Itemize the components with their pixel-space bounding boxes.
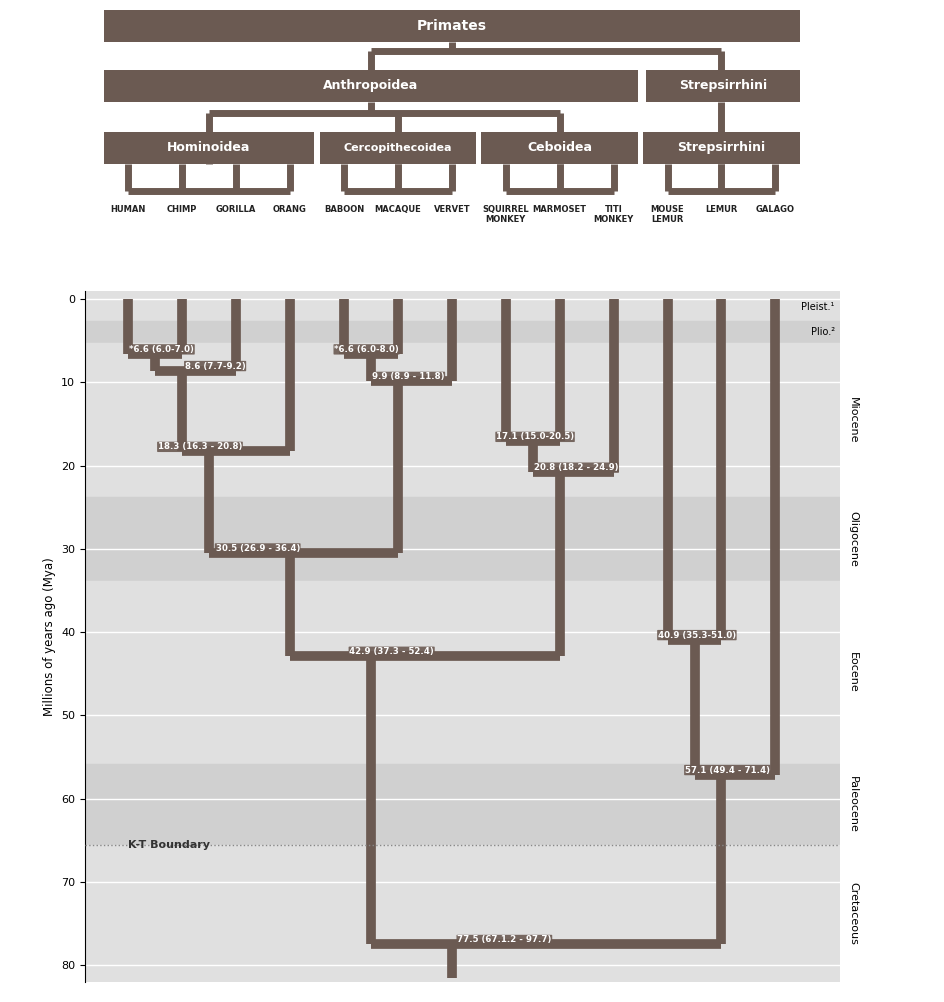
Text: MARMOSET: MARMOSET xyxy=(532,204,586,213)
Text: TITI
MONKEY: TITI MONKEY xyxy=(594,204,633,224)
Text: Anthropoidea: Anthropoidea xyxy=(323,79,418,92)
FancyBboxPatch shape xyxy=(104,10,800,42)
Text: 77.5 (67.1.2 - 97.7): 77.5 (67.1.2 - 97.7) xyxy=(457,936,551,945)
Bar xyxy=(85,845,840,982)
Text: Plio.²: Plio.² xyxy=(811,328,834,338)
Text: Hominoidea: Hominoidea xyxy=(167,141,251,154)
Text: Paleocene: Paleocene xyxy=(849,776,858,833)
Text: GORILLA: GORILLA xyxy=(216,204,256,213)
Text: MACAQUE: MACAQUE xyxy=(375,204,421,213)
Bar xyxy=(85,343,840,497)
Text: 18.3 (16.3 - 20.8): 18.3 (16.3 - 20.8) xyxy=(158,442,243,451)
Text: 30.5 (26.9 - 36.4): 30.5 (26.9 - 36.4) xyxy=(215,544,300,553)
Text: SQUIRREL
MONKEY: SQUIRREL MONKEY xyxy=(482,204,529,224)
Bar xyxy=(85,581,840,764)
Text: *6.6 (6.0-8.0): *6.6 (6.0-8.0) xyxy=(334,345,399,354)
Text: 8.6 (7.7-9.2): 8.6 (7.7-9.2) xyxy=(185,362,245,371)
Text: Primates: Primates xyxy=(416,19,487,33)
Text: 42.9 (37.3 - 52.4): 42.9 (37.3 - 52.4) xyxy=(349,647,434,656)
FancyBboxPatch shape xyxy=(646,69,800,102)
Text: Cretaceous: Cretaceous xyxy=(849,882,858,945)
Text: 40.9 (35.3-51.0): 40.9 (35.3-51.0) xyxy=(658,630,736,639)
Text: 20.8 (18.2 - 24.9): 20.8 (18.2 - 24.9) xyxy=(533,463,618,472)
Bar xyxy=(85,497,840,581)
Text: Ceboidea: Ceboidea xyxy=(527,141,592,154)
Text: Miocene: Miocene xyxy=(849,397,858,443)
FancyBboxPatch shape xyxy=(481,132,638,164)
Text: 17.1 (15.0-20.5): 17.1 (15.0-20.5) xyxy=(496,432,574,441)
Text: LEMUR: LEMUR xyxy=(705,204,737,213)
FancyBboxPatch shape xyxy=(643,132,800,164)
Bar xyxy=(85,321,840,343)
Text: Pleist.¹: Pleist.¹ xyxy=(801,303,834,313)
Text: Strepsirrhini: Strepsirrhini xyxy=(678,141,766,154)
Text: K-T Boundary: K-T Boundary xyxy=(128,840,211,850)
Text: *6.6 (6.0-7.0): *6.6 (6.0-7.0) xyxy=(129,345,194,354)
Text: Cercopithecoidea: Cercopithecoidea xyxy=(344,143,452,153)
Bar xyxy=(85,291,840,321)
FancyBboxPatch shape xyxy=(104,132,314,164)
FancyBboxPatch shape xyxy=(320,132,476,164)
Text: Oligocene: Oligocene xyxy=(849,511,858,567)
Y-axis label: Millions of years ago (Mya): Millions of years ago (Mya) xyxy=(42,557,56,715)
Text: Eocene: Eocene xyxy=(849,652,858,692)
Text: ORANG: ORANG xyxy=(273,204,307,213)
FancyBboxPatch shape xyxy=(104,69,638,102)
Bar xyxy=(85,764,840,845)
Text: CHIMP: CHIMP xyxy=(167,204,197,213)
Text: 57.1 (49.4 - 71.4): 57.1 (49.4 - 71.4) xyxy=(684,766,769,775)
Text: BABOON: BABOON xyxy=(324,204,364,213)
Text: VERVET: VERVET xyxy=(433,204,470,213)
Text: Strepsirrhini: Strepsirrhini xyxy=(679,79,767,92)
Text: GALAGO: GALAGO xyxy=(756,204,795,213)
Text: MOUSE
LEMUR: MOUSE LEMUR xyxy=(650,204,684,224)
Text: 9.9 (8.9 - 11.8): 9.9 (8.9 - 11.8) xyxy=(372,373,445,382)
Text: HUMAN: HUMAN xyxy=(110,204,145,213)
